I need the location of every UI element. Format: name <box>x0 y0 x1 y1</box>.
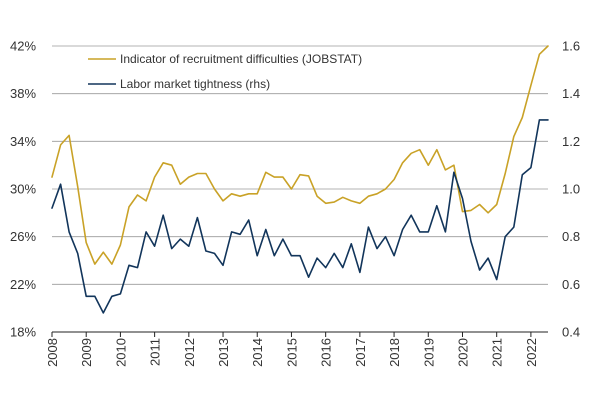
y-left-tick-label: 34% <box>10 134 36 149</box>
y-right-tick-label: 1.6 <box>562 39 580 54</box>
y-right-tick-label: 0.6 <box>562 277 580 292</box>
x-tick-label: 2013 <box>216 338 231 367</box>
y-left-tick-label: 22% <box>10 277 36 292</box>
x-tick-label: 2012 <box>182 338 197 367</box>
series-line-labor-market-tightness <box>51 119 549 314</box>
y-left-tick-label: 30% <box>10 182 36 197</box>
x-tick-label: 2016 <box>319 338 334 367</box>
x-tick-label: 2015 <box>284 338 299 367</box>
y-right-tick-label: 1.2 <box>562 134 580 149</box>
y-right-tick-label: 0.8 <box>562 229 580 244</box>
x-tick-label: 2008 <box>45 338 60 367</box>
y-left-tick-label: 26% <box>10 229 36 244</box>
legend: Indicator of recruitment difficulties (J… <box>88 52 362 91</box>
y-right-tick-label: 1.0 <box>562 182 580 197</box>
y-left-tick-label: 38% <box>10 86 36 101</box>
x-tick-label: 2009 <box>79 338 94 367</box>
x-tick-label: 2010 <box>113 338 128 367</box>
y-left-tick-label: 42% <box>10 39 36 54</box>
grid-lines <box>52 45 548 285</box>
y-left-tick-label: 18% <box>10 325 36 340</box>
x-tick-label: 2020 <box>455 338 470 367</box>
series-layer <box>51 45 549 314</box>
x-tick-label: 2019 <box>421 338 436 367</box>
x-tick-label: 2021 <box>490 338 505 367</box>
y-right-tick-label: 0.4 <box>562 325 580 340</box>
x-tick-label: 2018 <box>387 338 402 367</box>
x-tick-label: 2022 <box>524 338 539 367</box>
x-tick-label: 2017 <box>353 338 368 367</box>
y-right-tick-label: 1.4 <box>562 86 580 101</box>
x-tick-label: 2014 <box>250 338 265 367</box>
x-tick-label: 2011 <box>148 338 163 366</box>
axes: 18% 22% 26% 30% 34% 38% 42% 0.4 0.6 0.8 1.0 1.2 1.4 1… <box>10 39 580 367</box>
legend-label-jobstat: Indicator of recruitment difficulties (J… <box>120 52 362 66</box>
legend-label-tightness: Labor market tightness (rhs) <box>120 77 270 91</box>
